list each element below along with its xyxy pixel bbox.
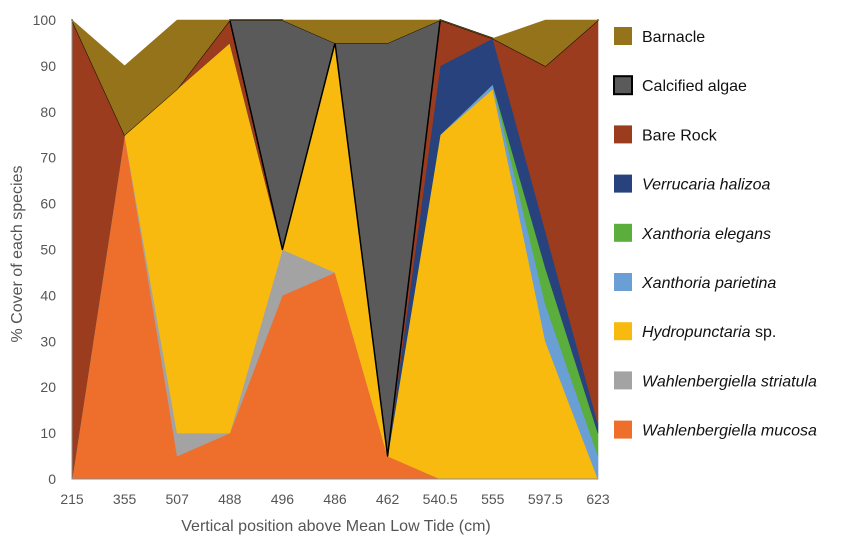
legend-swatch-xanthoria-elegans	[614, 223, 632, 242]
y-tick-label: 60	[40, 196, 56, 212]
legend-label-wahlenbergiella-mucosa: Wahlenbergiella mucosa	[642, 423, 817, 440]
legend-label-verrucaria-halizoa: Verrucaria halizoa	[642, 177, 770, 194]
y-tick-label: 70	[40, 150, 56, 166]
y-tick-label: 100	[33, 12, 57, 28]
x-tick-label: 540.5	[423, 491, 458, 507]
legend-label-bare-rock: Bare Rock	[642, 127, 718, 144]
x-tick-labels: 215 355 507 488 496 486 462 540.5 555 597.5 623	[60, 491, 610, 507]
legend: Barnacle Calcified algae Bare Rock Verrucar…	[613, 27, 817, 440]
legend-label-xanthoria-elegans: Xanthoria elegans	[641, 226, 771, 243]
legend-swatch-xanthoria-parietina	[614, 273, 632, 291]
x-tick-label: 488	[218, 491, 242, 507]
legend-label-barnacle: Barnacle	[642, 29, 705, 46]
y-tick-label: 10	[40, 425, 56, 441]
legend-label-xanthoria-parietina: Xanthoria parietina	[641, 275, 776, 292]
series-areas	[71, 19, 599, 480]
x-tick-label: 215	[60, 491, 84, 507]
x-tick-label: 597.5	[528, 491, 563, 507]
y-axis-label: % Cover of each species	[9, 166, 26, 343]
legend-label-calcified-algae: Calcified algae	[642, 78, 747, 95]
x-tick-label: 507	[166, 491, 190, 507]
y-tick-label: 90	[40, 58, 56, 74]
legend-swatch-wahlenbergiella-mucosa	[614, 420, 632, 439]
axes	[71, 20, 598, 480]
x-tick-label: 355	[113, 491, 137, 507]
y-tick-label: 40	[40, 287, 56, 303]
legend-label-wahlenbergiella-striatula: Wahlenbergiella striatula	[642, 373, 817, 390]
y-tick-label: 20	[40, 379, 56, 395]
legend-swatch-calcified-algae	[613, 75, 633, 96]
y-tick-labels: 0 10 20 30 40 50 60 70 80 90 100	[33, 12, 57, 487]
y-tick-label: 0	[48, 471, 56, 487]
x-tick-label: 462	[376, 491, 400, 507]
x-axis-label: Vertical position above Mean Low Tide (c…	[181, 518, 490, 535]
legend-swatch-hydropunctaria	[614, 322, 632, 341]
legend-swatch-barnacle	[614, 27, 632, 45]
x-tick-label: 486	[323, 491, 347, 507]
x-tick-label: 555	[481, 491, 505, 507]
legend-swatch-verrucaria-halizoa	[614, 174, 632, 193]
legend-label-hydropunctaria: Hydropunctaria sp.	[642, 324, 776, 341]
y-tick-label: 50	[40, 242, 56, 258]
x-tick-label: 623	[586, 491, 610, 507]
legend-swatch-bare-rock	[614, 125, 632, 144]
area-barnacle	[71, 19, 599, 136]
x-tick-label: 496	[271, 491, 295, 507]
y-tick-label: 80	[40, 104, 56, 120]
legend-swatch-wahlenbergiella-striatula	[614, 371, 632, 390]
y-tick-label: 30	[40, 333, 56, 349]
